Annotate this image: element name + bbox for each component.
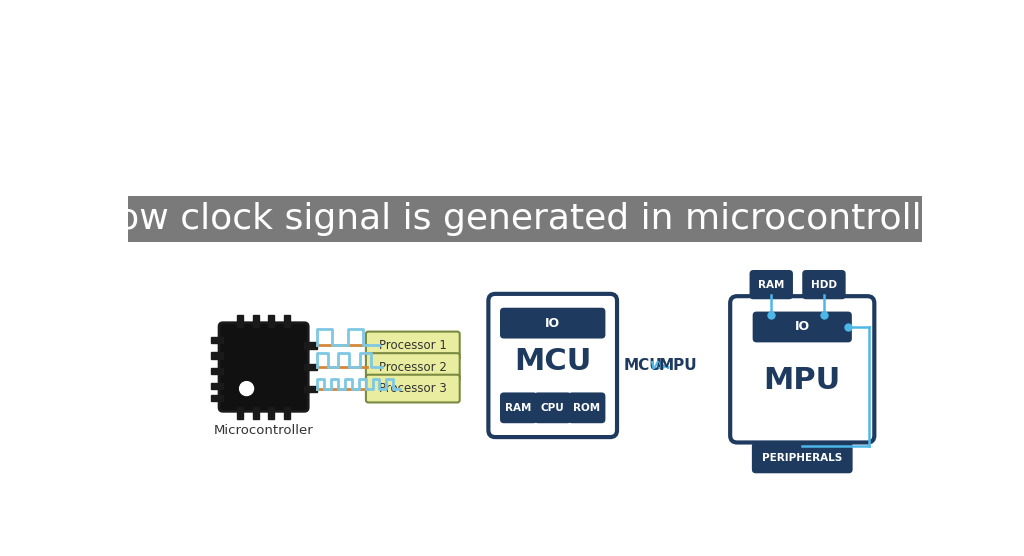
Bar	[304, 385, 316, 391]
FancyBboxPatch shape	[568, 393, 605, 423]
Circle shape	[240, 381, 254, 395]
Bar	[284, 315, 290, 326]
Text: MCU: MCU	[514, 347, 592, 376]
Text: MPU: MPU	[764, 366, 841, 395]
Text: IO: IO	[795, 320, 810, 334]
FancyBboxPatch shape	[730, 296, 874, 443]
FancyBboxPatch shape	[750, 270, 793, 299]
FancyBboxPatch shape	[488, 294, 617, 437]
Text: IO: IO	[545, 316, 560, 330]
Bar	[253, 315, 259, 326]
Bar	[238, 315, 244, 326]
Text: MCU: MCU	[624, 358, 662, 373]
Text: Processor 1: Processor 1	[379, 339, 446, 352]
Bar	[211, 368, 223, 374]
FancyBboxPatch shape	[219, 322, 308, 411]
Text: vs.: vs.	[649, 359, 672, 373]
Text: CPU: CPU	[541, 403, 564, 413]
FancyBboxPatch shape	[753, 311, 852, 342]
Bar	[238, 408, 244, 419]
Bar	[268, 315, 274, 326]
Text: Microcontroller: Microcontroller	[214, 424, 313, 437]
Text: RAM: RAM	[758, 280, 784, 290]
FancyBboxPatch shape	[535, 393, 571, 423]
Bar	[268, 408, 274, 419]
Text: Processor 2: Processor 2	[379, 360, 446, 374]
Bar	[211, 337, 223, 343]
Bar	[284, 408, 290, 419]
Bar	[304, 342, 316, 349]
Text: PERIPHERALS: PERIPHERALS	[762, 453, 843, 463]
Text: MPU: MPU	[658, 358, 697, 373]
FancyBboxPatch shape	[500, 393, 538, 423]
FancyBboxPatch shape	[802, 270, 846, 299]
FancyBboxPatch shape	[366, 353, 460, 381]
FancyBboxPatch shape	[500, 307, 605, 339]
Text: ROM: ROM	[573, 403, 600, 413]
Text: HDD: HDD	[811, 280, 837, 290]
FancyBboxPatch shape	[366, 375, 460, 403]
Text: How clock signal is generated in microcontroller: How clock signal is generated in microco…	[90, 202, 959, 236]
Bar	[211, 353, 223, 359]
Text: RAM: RAM	[506, 403, 531, 413]
Bar	[211, 395, 223, 401]
Bar	[128, 196, 922, 242]
FancyBboxPatch shape	[366, 331, 460, 359]
Bar	[211, 383, 223, 389]
Bar	[253, 408, 259, 419]
Bar	[304, 364, 316, 370]
FancyBboxPatch shape	[752, 443, 853, 473]
Text: Processor 3: Processor 3	[379, 382, 446, 395]
